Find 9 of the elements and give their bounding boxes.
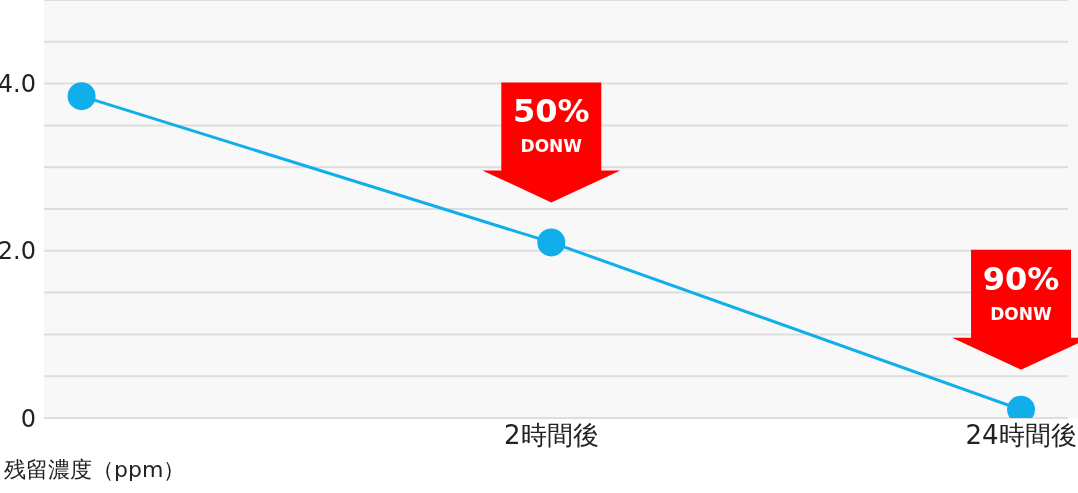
point — [67, 82, 96, 111]
y-axis-title: 残留濃度（ppm） — [4, 456, 186, 484]
point — [537, 228, 566, 257]
x-tick-label: 24時間後 — [965, 420, 1077, 451]
y-tick-label: 0 — [20, 404, 36, 433]
y-tick-label: 2.0 — [0, 237, 36, 266]
annotation: 50% DONW — [513, 92, 590, 157]
annotation: 90% DONW — [982, 259, 1060, 324]
x-tick-label: 2時間後 — [504, 420, 599, 451]
